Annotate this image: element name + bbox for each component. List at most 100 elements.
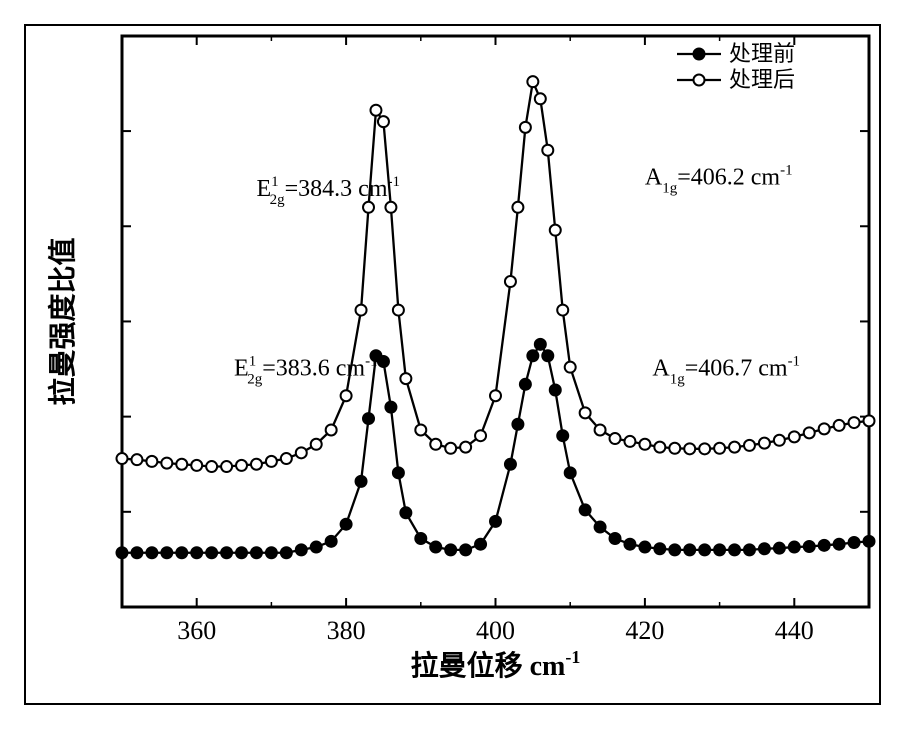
series-marker — [654, 543, 665, 554]
raman-chart: 360380400420440拉曼强度比值拉曼位移 cm-1E12g=384.3… — [24, 24, 881, 705]
series-marker — [512, 202, 523, 213]
series-marker — [176, 459, 187, 470]
series-marker — [565, 362, 576, 373]
series-marker — [191, 460, 202, 471]
legend-marker — [694, 49, 705, 60]
series-marker — [161, 547, 172, 558]
series-marker — [266, 456, 277, 467]
series-marker — [565, 467, 576, 478]
series-marker — [430, 439, 441, 450]
series-marker — [520, 379, 531, 390]
series-marker — [714, 544, 725, 555]
series-marker — [311, 542, 322, 553]
series-marker — [527, 350, 538, 361]
xtick-label: 440 — [775, 616, 814, 645]
xtick-label: 400 — [476, 616, 515, 645]
series-marker — [744, 440, 755, 451]
series-marker — [191, 547, 202, 558]
series-marker — [580, 504, 591, 515]
series-marker — [505, 276, 516, 287]
series-marker — [236, 547, 247, 558]
series-marker — [415, 424, 426, 435]
series-marker — [624, 539, 635, 550]
series-marker — [580, 407, 591, 418]
annotation-a1g-before: A1g=406.7 cm-1 — [652, 354, 800, 388]
series-marker — [610, 533, 621, 544]
series-marker — [296, 447, 307, 458]
series-marker — [415, 533, 426, 544]
series-marker — [117, 453, 128, 464]
series-marker — [430, 542, 441, 553]
series-marker — [131, 547, 142, 558]
series-marker — [542, 145, 553, 156]
series-line — [122, 82, 869, 467]
series-marker — [610, 433, 621, 444]
series-marker — [849, 537, 860, 548]
series-marker — [804, 541, 815, 552]
series-marker — [251, 547, 262, 558]
series-marker — [378, 356, 389, 367]
series-marker — [774, 543, 785, 554]
series-marker — [393, 305, 404, 316]
series-marker — [385, 402, 396, 413]
series-marker — [378, 116, 389, 127]
series-marker — [550, 225, 561, 236]
series-marker — [251, 459, 262, 470]
series-marker — [744, 544, 755, 555]
legend-label-before: 处理前 — [729, 41, 795, 66]
series-marker — [535, 339, 546, 350]
series-marker — [236, 460, 247, 471]
series-marker — [789, 542, 800, 553]
series-marker — [804, 427, 815, 438]
series-marker — [445, 443, 456, 454]
series-marker — [535, 93, 546, 104]
series-marker — [221, 547, 232, 558]
series-marker — [341, 519, 352, 530]
series-marker — [370, 105, 381, 116]
xtick-label: 420 — [625, 616, 664, 645]
series-marker — [595, 424, 606, 435]
series-marker — [356, 476, 367, 487]
series-marker — [161, 458, 172, 469]
annotation-a1g-after: A1g=406.2 cm-1 — [645, 162, 793, 196]
series-marker — [864, 536, 875, 547]
series-marker — [834, 420, 845, 431]
series-marker — [639, 439, 650, 450]
series-marker — [363, 413, 374, 424]
series-marker — [266, 547, 277, 558]
series-marker — [490, 516, 501, 527]
series-marker — [729, 544, 740, 555]
xtick-label: 380 — [327, 616, 366, 645]
series-marker — [684, 544, 695, 555]
series-marker — [475, 539, 486, 550]
x-axis-label: 拉曼位移 cm-1 — [411, 647, 581, 682]
series-marker — [849, 417, 860, 428]
series-marker — [206, 461, 217, 472]
annotation-e2g-before: E12g=383.6 cm-1 — [234, 354, 378, 388]
series-marker — [326, 424, 337, 435]
series-marker — [684, 443, 695, 454]
series-marker — [669, 544, 680, 555]
series-marker — [512, 419, 523, 430]
series-marker — [669, 443, 680, 454]
series-marker — [341, 390, 352, 401]
series-marker — [699, 443, 710, 454]
series-marker — [400, 373, 411, 384]
series-marker — [639, 542, 650, 553]
series-marker — [759, 438, 770, 449]
series-marker — [146, 456, 157, 467]
series-marker — [527, 76, 538, 87]
series-marker — [393, 467, 404, 478]
legend-marker — [694, 75, 705, 86]
series-marker — [400, 507, 411, 518]
series-marker — [490, 390, 501, 401]
series-marker — [819, 540, 830, 551]
series-marker — [864, 415, 875, 426]
series-marker — [117, 547, 128, 558]
series-marker — [624, 436, 635, 447]
series-marker — [520, 122, 531, 133]
legend-label-after: 处理后 — [729, 67, 795, 92]
series-marker — [729, 442, 740, 453]
annotation-e2g-after: E12g=384.3 cm-1 — [256, 174, 400, 208]
series-marker — [654, 442, 665, 453]
